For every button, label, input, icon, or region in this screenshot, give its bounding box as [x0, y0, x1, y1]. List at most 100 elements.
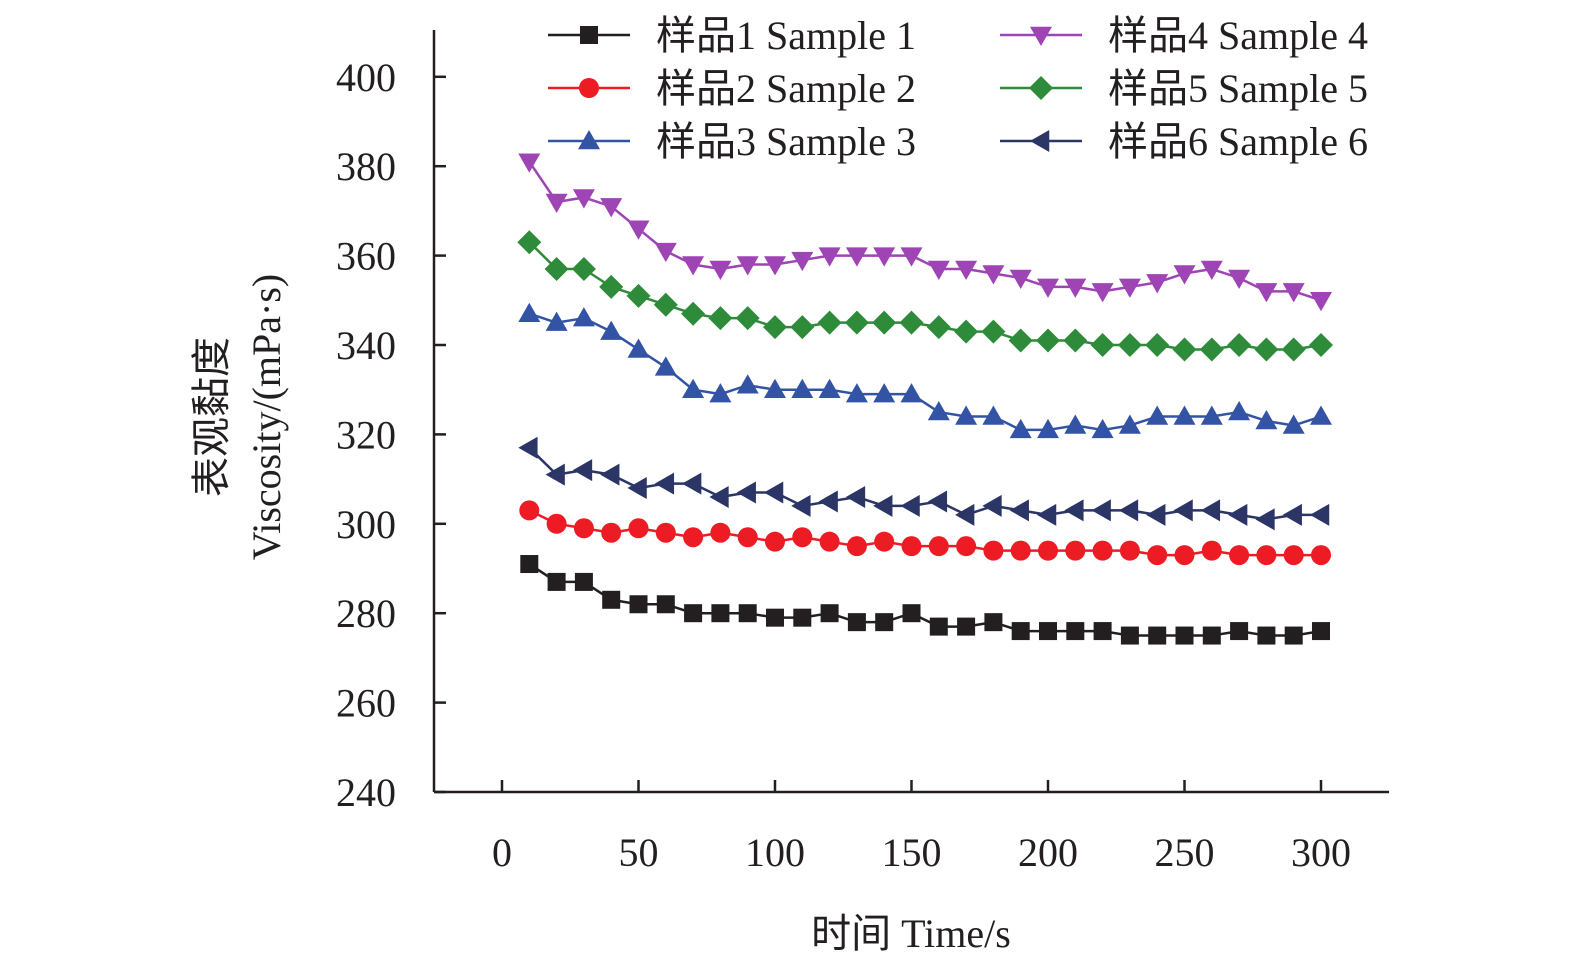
data-point-sample-2 [546, 513, 567, 534]
data-point-sample-1 [520, 555, 539, 574]
data-point-sample-1 [602, 590, 621, 609]
data-point-sample-6 [545, 463, 565, 486]
data-point-sample-6 [955, 503, 975, 526]
data-point-sample-4 [1310, 292, 1332, 312]
data-point-sample-1 [1039, 622, 1057, 641]
data-point-sample-6 [764, 481, 784, 504]
legend-label-sample-5: 样品5 Sample 5 [1108, 66, 1368, 111]
data-point-sample-5 [517, 230, 542, 255]
data-point-sample-5 [626, 283, 651, 308]
data-point-sample-5 [735, 306, 760, 331]
legend-marker-sample-4 [1030, 26, 1052, 46]
data-point-sample-5 [1227, 333, 1252, 357]
legend: 样品1 Sample 1 样品2 Sample 2 样品3 Sample 3 样品4 … [548, 13, 1368, 164]
data-point-sample-2 [573, 518, 594, 539]
data-point-sample-6 [1118, 499, 1139, 522]
data-point-sample-3 [1228, 401, 1251, 421]
data-point-sample-6 [1091, 499, 1111, 522]
y-tick-label: 320 [336, 412, 396, 457]
x-tick-label: 250 [1155, 830, 1215, 875]
data-point-sample-4 [1255, 283, 1278, 303]
data-point-sample-3 [982, 405, 1005, 425]
series-lines [528, 161, 1322, 637]
data-point-sample-3 [545, 311, 568, 331]
data-point-sample-1 [684, 604, 703, 623]
data-point-sample-6 [654, 472, 675, 495]
data-point-sample-3 [654, 356, 677, 376]
data-point-sample-2 [628, 518, 649, 539]
data-point-sample-2 [1147, 545, 1168, 566]
data-point-sample-6 [900, 494, 920, 517]
data-point-sample-1 [1312, 622, 1330, 641]
x-tick-label: 150 [882, 830, 942, 875]
legend-label-sample-6: 样品6 Sample 6 [1108, 119, 1368, 164]
y-tick-label: 360 [336, 234, 396, 279]
data-point-sample-3 [1009, 418, 1032, 439]
data-point-sample-3 [627, 338, 650, 358]
legend-label-sample-3: 样品3 Sample 3 [656, 119, 916, 164]
data-point-sample-3 [600, 320, 623, 340]
data-point-sample-4 [1091, 283, 1114, 303]
data-point-sample-4 [873, 247, 896, 267]
data-point-sample-5 [1309, 333, 1333, 357]
series-line-sample-6 [528, 446, 1321, 521]
data-point-sample-1 [1257, 626, 1276, 645]
data-point-sample-1 [984, 613, 1003, 632]
data-point-sample-3 [1064, 414, 1087, 434]
data-point-sample-2 [1201, 540, 1222, 561]
data-point-sample-4 [1064, 278, 1087, 298]
series-markers [517, 153, 1333, 645]
data-point-sample-4 [1228, 269, 1251, 289]
data-point-sample-1 [656, 595, 675, 614]
data-point-sample-1 [547, 572, 566, 591]
data-point-sample-1 [957, 617, 976, 636]
data-point-sample-2 [683, 527, 704, 548]
data-point-sample-5 [844, 310, 869, 335]
data-point-sample-5 [544, 257, 569, 282]
data-point-sample-4 [1200, 260, 1223, 281]
y-axis-title-cn: 表观黏度 [189, 337, 234, 497]
data-point-sample-2 [846, 536, 867, 557]
legend-marker-sample-6 [1030, 130, 1050, 152]
data-point-sample-5 [1008, 328, 1033, 353]
data-point-sample-1 [929, 617, 948, 636]
data-point-sample-2 [792, 527, 813, 548]
data-point-sample-3 [518, 302, 541, 322]
data-point-sample-4 [572, 189, 595, 209]
x-tick-label: 300 [1291, 830, 1351, 875]
y-tick-label: 240 [336, 770, 396, 815]
data-point-sample-4 [845, 247, 868, 267]
data-point-sample-6 [682, 472, 702, 495]
data-point-sample-2 [1174, 545, 1195, 566]
data-point-sample-6 [1009, 499, 1029, 522]
data-point-sample-4 [654, 242, 677, 263]
data-point-sample-6 [1282, 503, 1302, 526]
data-point-sample-1 [1284, 626, 1303, 645]
legend-marker-sample-3 [578, 130, 600, 150]
data-point-sample-1 [738, 604, 757, 623]
data-point-sample-6 [818, 490, 838, 513]
data-point-sample-5 [571, 257, 596, 282]
data-point-sample-6 [627, 477, 647, 500]
series-line-sample-3 [528, 312, 1322, 432]
data-point-sample-6 [1037, 503, 1057, 526]
data-point-sample-2 [956, 536, 977, 557]
data-point-sample-2 [1256, 545, 1277, 566]
data-point-sample-1 [629, 595, 648, 614]
data-point-sample-5 [1090, 333, 1115, 357]
data-point-sample-2 [737, 527, 758, 548]
y-tick-label: 260 [336, 681, 396, 726]
data-point-sample-3 [873, 383, 896, 403]
data-point-sample-3 [1255, 409, 1278, 430]
data-point-sample-5 [1145, 333, 1170, 357]
data-point-sample-2 [1038, 540, 1058, 561]
data-point-sample-6 [1146, 503, 1166, 526]
data-point-sample-5 [981, 319, 1006, 344]
data-point-sample-1 [1120, 626, 1139, 645]
data-point-sample-6 [1173, 499, 1193, 522]
data-point-sample-5 [599, 274, 624, 299]
data-point-sample-1 [793, 608, 812, 627]
data-point-sample-5 [817, 310, 842, 335]
data-point-sample-6 [1310, 503, 1330, 526]
data-point-sample-5 [872, 310, 897, 335]
